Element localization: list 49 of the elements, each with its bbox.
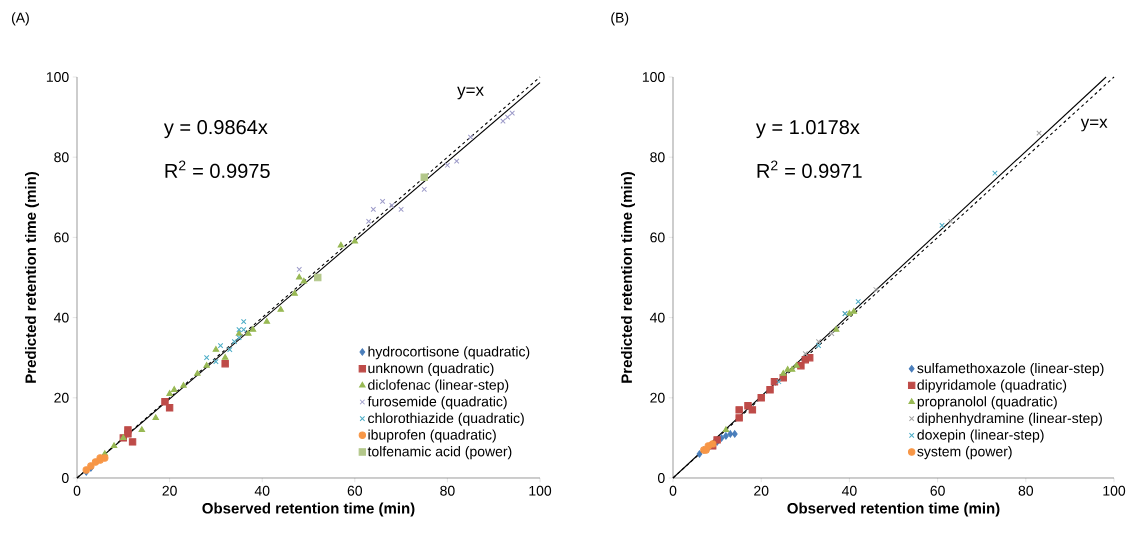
legend-label: tolfenamic acid (power) [367, 446, 512, 460]
y-axis-title: Predicted retention time (min) [25, 171, 39, 383]
y-tick-label: 60 [650, 232, 665, 243]
legend-label: furosemide (quadratic) [367, 396, 507, 410]
annotation: y=x [1080, 118, 1108, 132]
annotation: R$^{2}$ = 0.9975 [165, 160, 270, 178]
chart-title: (B) [611, 12, 629, 26]
chart-title: (A) [11, 12, 29, 26]
x-tick-label: 80 [440, 485, 455, 496]
y-tick-label: 40 [649, 312, 665, 323]
legend-label: hydrocortisone (quadratic) [368, 346, 530, 360]
x-tick-label: 40 [841, 485, 857, 496]
x-tick-label: 20 [162, 485, 177, 496]
legend-label: diphenhydramine (linear-step) [917, 412, 1102, 426]
x-axis-title: Observed retention time (min) [202, 502, 415, 517]
x-tick-label: 100 [1103, 485, 1126, 496]
y-tick-label: 100 [46, 72, 69, 82]
y-tick-label: 40 [53, 312, 69, 323]
legend-label: sulfamethoxazole (linear-step) [917, 362, 1104, 376]
x-axis-title: Observed retention time (min) [787, 502, 1000, 517]
legend-label: propranolol (quadratic) [917, 396, 1057, 410]
legend-label: ibuprofen (quadratic) [368, 429, 496, 443]
y-tick-label: 80 [650, 152, 665, 163]
x-tick-label: 40 [254, 485, 270, 496]
y-tick-label: 20 [54, 392, 69, 403]
annotation: R$^{2}$ = 0.9971 [757, 160, 862, 178]
x-tick-label: 0 [73, 485, 81, 496]
legend-label: chlorothiazide (quadratic) [368, 412, 524, 426]
legend-label: dipyridamole (quadratic) [917, 379, 1067, 393]
y-tick-label: 20 [650, 392, 665, 403]
legend-label: unknown (quadratic) [368, 362, 494, 376]
y-tick-label: 0 [61, 473, 69, 483]
x-tick-label: 0 [669, 485, 677, 496]
x-tick-label: 60 [347, 485, 363, 496]
legend-label: system (power) [917, 446, 1012, 460]
y-tick-label: 60 [54, 232, 69, 243]
legend-label: diclofenac (linear-step) [368, 379, 509, 393]
y-tick-label: 80 [54, 152, 69, 163]
x-tick-label: 80 [1018, 485, 1034, 496]
annotation: y = 1.0178x [755, 120, 860, 139]
x-tick-label: 20 [754, 485, 769, 496]
annotation: y=x [457, 86, 484, 100]
y-axis-title: Predicted retention time (min) [621, 171, 635, 383]
y-tick-label: 100 [642, 72, 665, 82]
x-tick-label: 100 [529, 485, 552, 496]
y-tick-label: 0 [657, 473, 665, 483]
legend-label: doxepin (linear-step) [917, 429, 1044, 443]
x-tick-label: 60 [930, 485, 945, 496]
annotation: y = 0.9864x [163, 120, 268, 139]
